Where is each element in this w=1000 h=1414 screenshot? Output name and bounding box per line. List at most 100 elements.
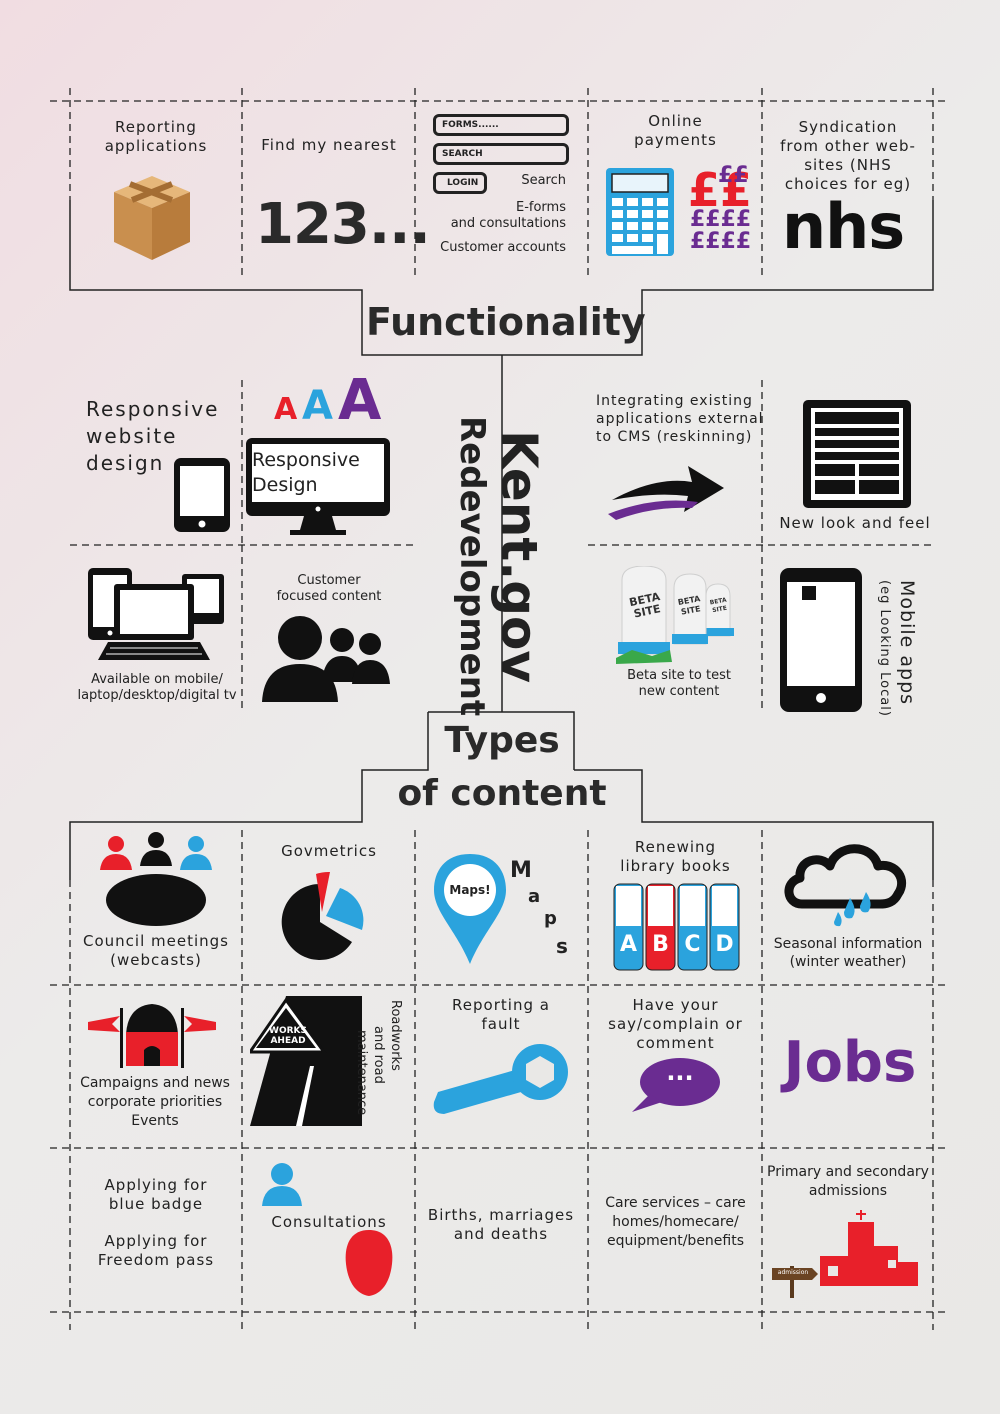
search-field-icon: SEARCH (433, 143, 569, 165)
reporting-label: Reporting applications (75, 118, 237, 156)
works-sign-line-2: AHEAD (270, 1036, 306, 1046)
beta-line-1: Beta site to test (627, 668, 731, 683)
roadworks-line-2: and road (371, 1026, 386, 1084)
maps-letter-m: M (510, 858, 532, 883)
library-line-1: Renewing (634, 838, 717, 856)
beta-label: Beta site to test new content (596, 668, 762, 700)
say-label: Have your say/complain or comment (593, 996, 758, 1053)
responsive-screen-line-1: Responsive (252, 449, 360, 471)
campaigns-line-2: corporate priorities (87, 1094, 223, 1110)
login-button-icon: LOGIN (433, 172, 487, 194)
govmetrics-label: Govmetrics (281, 842, 377, 860)
pie-chart-icon (281, 871, 364, 960)
forms-field-icon: FORMS...... (433, 114, 569, 136)
integrating-line-2: applications external (596, 411, 764, 427)
care-line-1: Care services – care (605, 1195, 746, 1211)
seasonal-line-1: Seasonal information (773, 936, 923, 952)
maps-letter-a: a (528, 886, 541, 907)
nhs-logo-text: nhs (782, 190, 905, 263)
desktop-monitor-icon (246, 438, 390, 535)
campaigns-line-3: Events (131, 1113, 179, 1129)
maps-letter-p: p (544, 908, 557, 929)
beta-site-icon (616, 566, 734, 664)
cardboard-box-icon (114, 176, 190, 260)
pound-signs-purple-2: ££££ (690, 207, 752, 232)
person-blue-icon (262, 1163, 302, 1206)
campaigns-label: Campaigns and news corporate priorities … (72, 1074, 238, 1131)
integrating-label: Integrating existing applications extern… (596, 392, 768, 446)
births-line-1: Births, marriages (427, 1206, 575, 1224)
syndication-line-3: sites (NHS (804, 156, 892, 174)
speech-bubble-dots: ... (666, 1058, 694, 1086)
responsive-line-1: Responsive (86, 397, 220, 421)
council-line-2: (webcasts) (110, 951, 202, 969)
people-group-icon (262, 616, 390, 702)
reporting-line-2: applications (104, 137, 208, 155)
payments-line-2: payments (634, 131, 717, 149)
devices-icon (88, 568, 224, 660)
map-pin-icon (434, 854, 506, 964)
roadworks-label: Roadworks (387, 1000, 404, 1071)
responsive-screen-line-2: Design (252, 474, 318, 496)
syndication-line-2: from other web- (780, 137, 916, 155)
say-line-2: say/complain or (608, 1015, 743, 1033)
fault-line-2: fault (481, 1015, 521, 1033)
care-label: Care services – care homes/homecare/ equ… (593, 1194, 758, 1251)
seasonal-label: Seasonal information (winter weather) (765, 935, 931, 971)
library-books-icon (613, 883, 740, 971)
blue-badge-line-2: blue badge (108, 1195, 204, 1213)
consultations-label: Consultations (271, 1213, 387, 1231)
syndication-line-1: Syndication (798, 118, 898, 136)
customer-focused-line-2: focused content (276, 589, 382, 604)
book-letter-b: B (652, 932, 669, 957)
syndication-label: Syndication from other web- sites (NHS c… (767, 118, 929, 194)
new-look-label: New look and feel (779, 514, 931, 532)
available-label: Available on mobile/ laptop/desktop/digi… (72, 672, 242, 704)
blue-badge-line-1: Applying for (104, 1176, 208, 1194)
reporting-line-1: Reporting (115, 118, 197, 136)
speech-bubble-icon (632, 1058, 720, 1112)
spanner-icon (433, 1044, 568, 1114)
works-ahead-sign: WORKS AHEAD (258, 1026, 318, 1046)
library-label: Renewing library books (593, 838, 758, 876)
forms-field-text: FORMS...... (442, 120, 499, 130)
swoosh-arrow-icon (608, 466, 724, 520)
integrating-line-3: to CMS (reskinning) (596, 429, 753, 445)
letter-a-large: A (338, 368, 382, 433)
pound-signs-purple-3: ££££ (690, 229, 752, 254)
available-line-1: Available on mobile/ (91, 672, 223, 687)
section-title-types: Types (444, 720, 560, 761)
mobile-apps-line-2: (eg Looking Local) (877, 580, 892, 717)
roadworks-line-3: maintenance (354, 1030, 369, 1116)
book-letter-d: D (715, 932, 734, 957)
responsive-line-3: design (86, 451, 165, 475)
section-title-functionality: Functionality (366, 300, 646, 344)
main-title: Kent.gov (490, 430, 548, 684)
blue-badge-label: Applying for blue badge (75, 1176, 237, 1214)
freedom-pass-line-1: Applying for (104, 1232, 208, 1250)
payments-line-1: Online (648, 112, 703, 130)
section-title-of-content: of content (397, 773, 607, 814)
fault-line-1: Reporting a (452, 996, 550, 1014)
syndication-line-4: choices for eg) (784, 175, 912, 193)
available-line-2: laptop/desktop/digital tv (77, 688, 237, 703)
freedom-pass-label: Applying for Freedom pass (75, 1232, 237, 1270)
signpost-icon (772, 1266, 818, 1298)
calculator-icon (606, 168, 674, 256)
eforms-label: E-forms and consultations (420, 200, 566, 232)
map-pin-text: Maps! (449, 883, 491, 897)
say-line-1: Have your (632, 996, 719, 1014)
search-field-text: SEARCH (442, 149, 483, 159)
search-label: Search (521, 173, 566, 188)
library-line-2: library books (620, 857, 731, 875)
customer-focused-line-1: Customer (297, 573, 361, 588)
rain-cloud-icon (784, 844, 907, 927)
find-nearest-label: Find my nearest (261, 136, 397, 154)
integrating-line-1: Integrating existing (596, 393, 753, 409)
web-layout-icon (803, 400, 911, 508)
seasonal-line-2: (winter weather) (789, 954, 907, 970)
login-button-text: LOGIN (447, 178, 479, 188)
say-line-3: comment (636, 1034, 715, 1052)
